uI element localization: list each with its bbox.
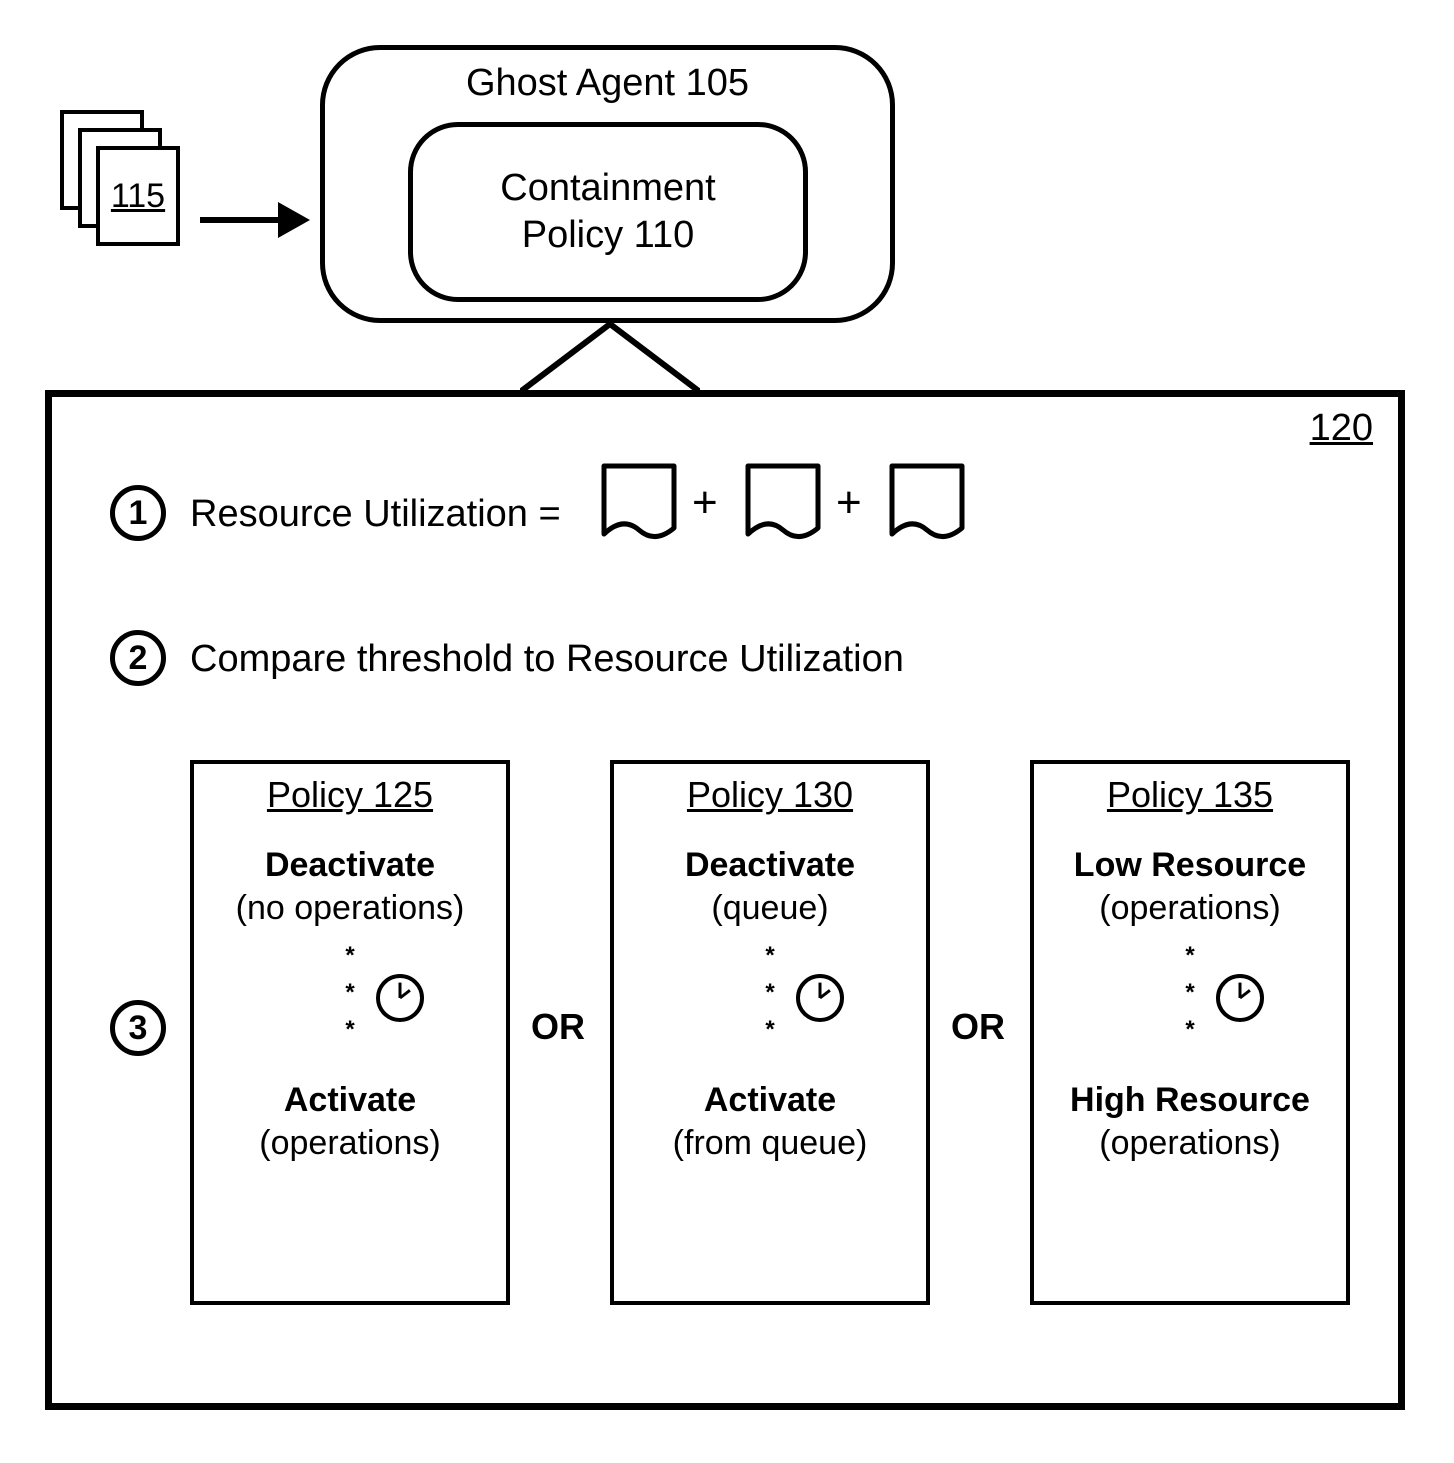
- containment-policy-label: ContainmentPolicy 110: [500, 165, 715, 260]
- document-stack-label: 115: [111, 177, 165, 216]
- or-label: OR: [951, 1006, 1005, 1048]
- page-icon: [744, 462, 822, 546]
- policy-wait-row: ***: [194, 937, 506, 1067]
- clock-icon: [1215, 973, 1265, 1023]
- ghost-agent-label: Ghost Agent 105: [325, 62, 890, 105]
- policy-top-block: Deactivate (no operations): [194, 844, 506, 929]
- page-icon: [600, 462, 678, 546]
- policy-top-block: Low Resource (operations): [1034, 844, 1346, 929]
- ellipsis-stars-icon: ***: [765, 937, 774, 1049]
- page-icon: [888, 462, 966, 546]
- containment-policy-box: ContainmentPolicy 110: [408, 122, 808, 302]
- plus-icon: +: [692, 478, 718, 528]
- policy-wait-row: ***: [614, 937, 926, 1067]
- policy-bottom-block: Activate (from queue): [614, 1079, 926, 1164]
- clock-icon: [375, 973, 425, 1023]
- plus-icon: +: [836, 478, 862, 528]
- policy-card: Policy 130 Deactivate (queue) *** Activa…: [610, 760, 930, 1305]
- or-label: OR: [531, 1006, 585, 1048]
- step-2-number: 2: [129, 639, 148, 678]
- policy-card: Policy 135 Low Resource (operations) ***…: [1030, 760, 1350, 1305]
- step-1-circle: 1: [110, 485, 166, 541]
- policy-wait-row: ***: [1034, 937, 1346, 1067]
- policy-card: Policy 125 Deactivate (no operations) **…: [190, 760, 510, 1305]
- policy-title: Policy 135: [1034, 774, 1346, 816]
- policy-top-block: Deactivate (queue): [614, 844, 926, 929]
- step-3-circle: 3: [110, 1000, 166, 1056]
- step-3-number: 3: [129, 1009, 148, 1048]
- step-2-text: Compare threshold to Resource Utilizatio…: [190, 638, 904, 681]
- document-stack-icon: 115: [60, 110, 200, 270]
- step-1-text: Resource Utilization =: [190, 493, 561, 536]
- callout-notch-icon: [520, 320, 700, 394]
- clock-icon: [795, 973, 845, 1023]
- ellipsis-stars-icon: ***: [345, 937, 354, 1049]
- policy-title: Policy 130: [614, 774, 926, 816]
- diagram-canvas: Ghost Agent 105 ContainmentPolicy 110 11…: [40, 40, 1414, 1423]
- policy-bottom-block: Activate (operations): [194, 1079, 506, 1164]
- ellipsis-stars-icon: ***: [1185, 937, 1194, 1049]
- policy-title: Policy 125: [194, 774, 506, 816]
- arrow-icon: [200, 200, 310, 240]
- step-2-circle: 2: [110, 630, 166, 686]
- step-1-number: 1: [129, 494, 148, 533]
- detail-box-ref: 120: [1310, 407, 1373, 450]
- policy-bottom-block: High Resource (operations): [1034, 1079, 1346, 1164]
